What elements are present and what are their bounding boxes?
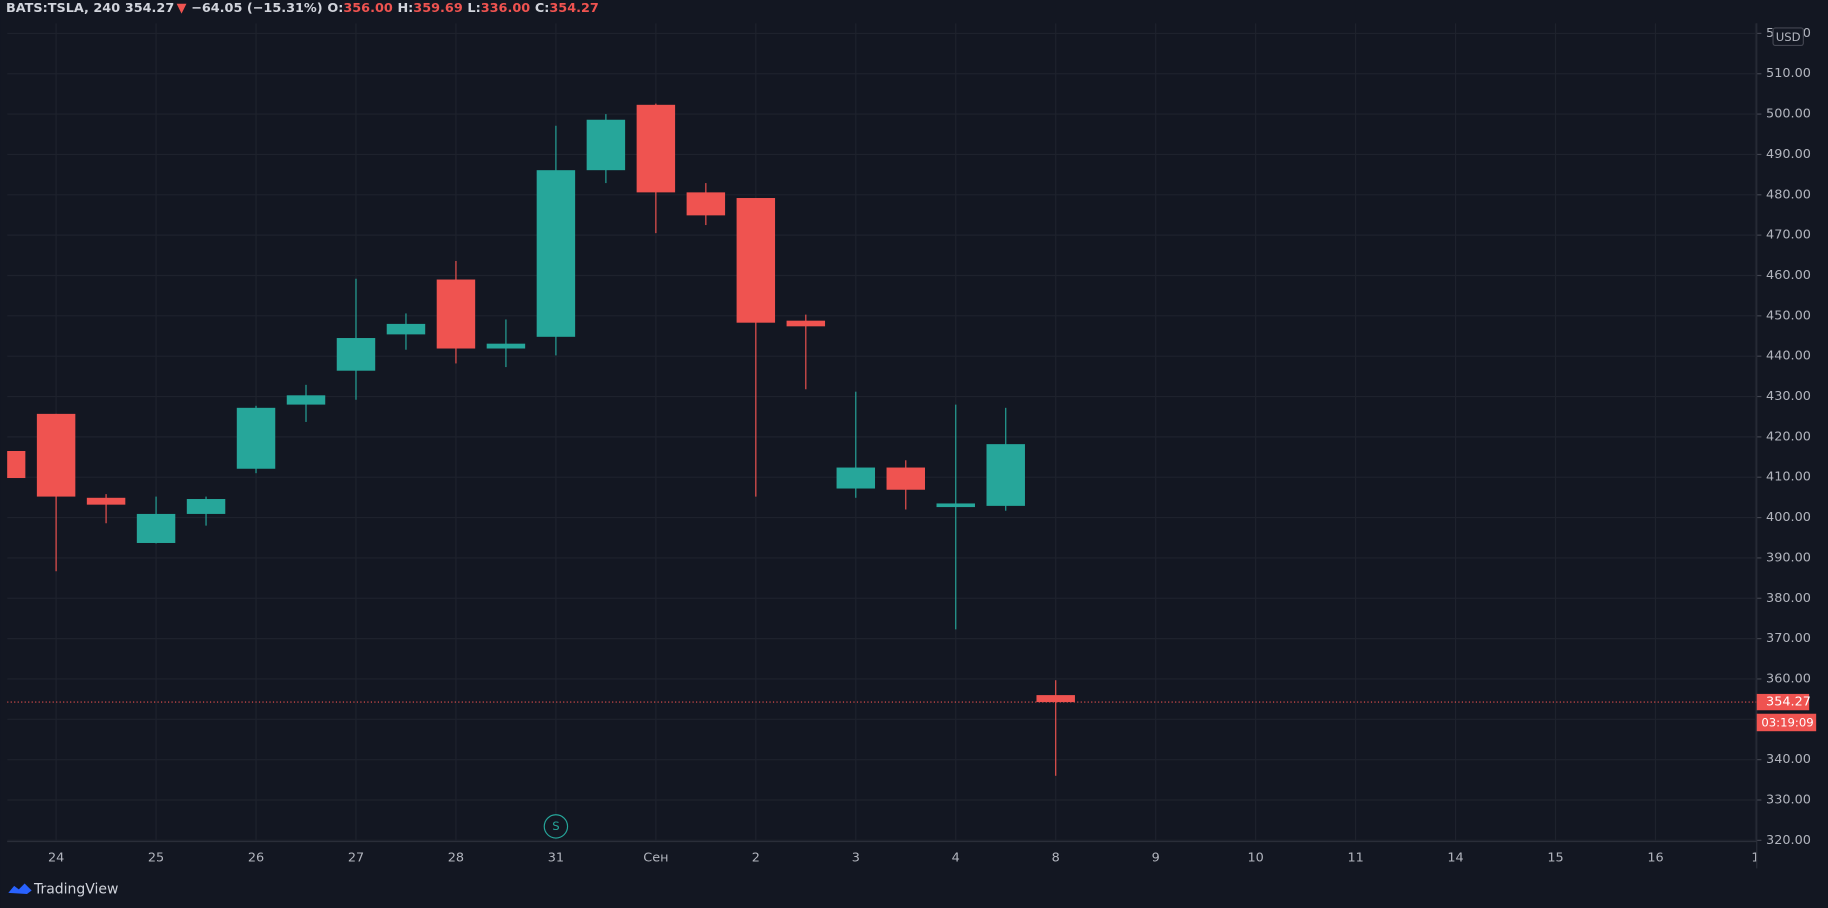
candle-body xyxy=(36,413,76,497)
y-tick-label: 410.00 xyxy=(1766,470,1811,485)
last-price-label: 354.27 xyxy=(1766,695,1811,710)
candle-body xyxy=(586,119,626,171)
x-tick-label: 26 xyxy=(248,850,264,865)
candle-body xyxy=(386,323,426,335)
candle-body xyxy=(686,192,726,216)
header-change: −64.05 (−15.31%) xyxy=(191,1,323,16)
x-tick-label: 4 xyxy=(952,850,960,865)
header-h: 359.69 xyxy=(413,1,463,16)
brand[interactable]: TradingView xyxy=(33,881,118,897)
candle-body xyxy=(286,395,326,405)
candle-body xyxy=(7,450,26,479)
x-tick-label: 28 xyxy=(448,850,464,865)
y-tick-label: 460.00 xyxy=(1766,268,1811,283)
y-tick-label: 320.00 xyxy=(1766,833,1811,848)
y-tick-label: 370.00 xyxy=(1766,631,1811,646)
x-tick-label: 16 xyxy=(1647,850,1663,865)
candle-body xyxy=(1036,695,1075,703)
candle-body xyxy=(986,444,1025,506)
header-o-label: O: xyxy=(327,1,343,16)
event-marker-label[interactable]: S xyxy=(552,819,559,833)
header-l: 336.00 xyxy=(481,1,531,16)
x-axis: 24 25 26 27 28 31 Сен 2 3 4 8 9 10 11 14 15 16 1 xyxy=(48,850,1759,865)
candle-body xyxy=(336,338,376,371)
candle-body xyxy=(536,170,576,337)
grid xyxy=(7,23,1757,842)
x-tick-label: Сен xyxy=(643,850,668,865)
y-tick-label: 400.00 xyxy=(1766,510,1811,525)
candle-body xyxy=(786,320,826,327)
currency[interactable]: USD xyxy=(1776,30,1801,44)
x-tick-label: 14 xyxy=(1447,850,1463,865)
y-tick-label: 360.00 xyxy=(1766,671,1811,686)
y-tick-label: 490.00 xyxy=(1766,147,1811,162)
x-tick-label: 25 xyxy=(148,850,164,865)
header-c: 354.27 xyxy=(549,1,598,16)
y-tick-label: 500.00 xyxy=(1766,107,1811,122)
x-tick-label: 15 xyxy=(1547,850,1563,865)
candle-body xyxy=(86,497,126,505)
header-h-label: H: xyxy=(397,1,413,16)
candle-body xyxy=(886,467,926,490)
currency-box[interactable] xyxy=(1772,27,1804,47)
candle-body xyxy=(486,343,526,349)
header-price: 354.27 xyxy=(125,1,174,16)
y-tick-label: 480.00 xyxy=(1766,187,1811,202)
last-price-box xyxy=(1756,693,1810,711)
x-tick-label: 27 xyxy=(348,850,364,865)
x-tick-label: 1 xyxy=(1751,850,1759,865)
candle-body xyxy=(636,104,676,193)
x-tick-label: 2 xyxy=(752,850,760,865)
header-l-label: L: xyxy=(467,1,480,16)
event-marker[interactable] xyxy=(543,814,569,839)
candle-body xyxy=(136,513,176,543)
header-c-label: C: xyxy=(535,1,550,16)
y-tick-label: 340.00 xyxy=(1766,752,1811,767)
plot-area xyxy=(7,103,1757,776)
countdown: 03:19:09 xyxy=(1761,716,1813,730)
y-tick-label: 430.00 xyxy=(1766,389,1811,404)
brand-logo[interactable] xyxy=(8,883,32,895)
y-tick-label: 440.00 xyxy=(1766,349,1811,364)
header-symbol: BATS:TSLA, 240 xyxy=(6,1,120,16)
x-tick-label: 3 xyxy=(852,850,860,865)
candle-body xyxy=(186,499,226,514)
y-tick-label: 510.00 xyxy=(1766,66,1811,81)
y-tick-label: 390.00 xyxy=(1766,550,1811,565)
y-axis: 320.00330.00340.00350.00360.00370.00380.… xyxy=(1756,26,1811,848)
legend-header: BATS:TSLA, 240 354.27 ▼ −64.05 (−15.31%) O:3… xyxy=(6,1,599,16)
countdown-box xyxy=(1756,713,1817,732)
y-tick-label: 380.00 xyxy=(1766,591,1811,606)
x-tick-label: 31 xyxy=(548,850,564,865)
candle-body xyxy=(936,503,975,508)
x-tick-label: 11 xyxy=(1347,850,1363,865)
candle-body xyxy=(736,198,776,323)
candle-body xyxy=(436,279,476,349)
y-tick-label: 330.00 xyxy=(1766,793,1811,808)
y-tick-label: 420.00 xyxy=(1766,429,1811,444)
x-tick-label: 8 xyxy=(1052,850,1060,865)
candle-body xyxy=(236,407,276,469)
y-tick-label: 470.00 xyxy=(1766,228,1811,243)
candle-body xyxy=(836,467,876,489)
y-tick-label: 450.00 xyxy=(1766,308,1811,323)
header-arrow: ▼ xyxy=(177,1,187,16)
header-o: 356.00 xyxy=(343,1,393,16)
x-tick-label: 10 xyxy=(1247,850,1263,865)
x-tick-label: 9 xyxy=(1152,850,1160,865)
x-tick-label: 24 xyxy=(48,850,64,865)
